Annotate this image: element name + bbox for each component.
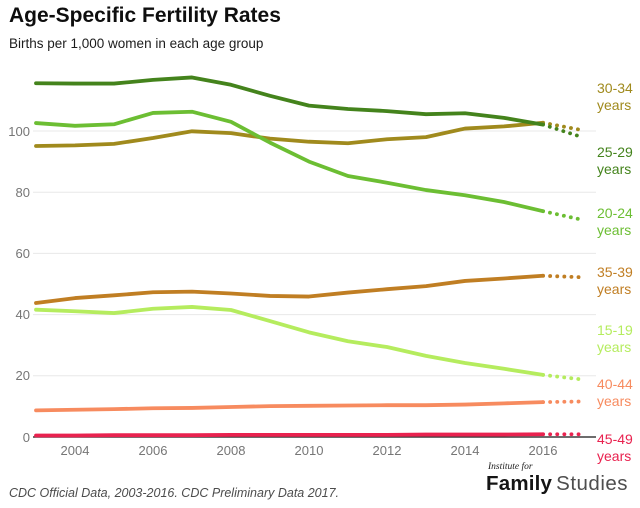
series-label-20-24: 20-24 years — [597, 205, 633, 239]
series-lines — [34, 75, 584, 438]
line-20-24-years — [541, 209, 584, 222]
series-label-line: years — [597, 339, 632, 355]
series-label-line: 15-19 — [597, 322, 633, 338]
series-label-line: 40-44 — [597, 376, 633, 392]
line-40-44-years — [34, 400, 545, 413]
ifs-logo: Institute for Family Studies — [486, 462, 628, 496]
series-label-45-49: 45-49 years — [597, 431, 633, 465]
series-label-line: years — [597, 393, 632, 409]
line-30-34-years — [34, 120, 545, 148]
line-30-34-years — [541, 120, 584, 132]
y-tick-100: 100 — [8, 123, 30, 139]
line-15-19-years — [541, 372, 584, 382]
x-tick-2004: 2004 — [60, 443, 90, 458]
logo-word-studies: Studies — [556, 472, 629, 495]
logo-tagline: Institute for — [488, 462, 533, 472]
line-15-19-years — [34, 305, 545, 377]
series-label-line: 20-24 — [597, 205, 633, 221]
source-note: CDC Official Data, 2003-2016. CDC Prelim… — [9, 486, 339, 500]
line-25-29-years — [34, 75, 545, 127]
series-label-line: years — [597, 97, 632, 113]
series-label-line: 35-39 — [597, 264, 633, 280]
gridlines — [33, 130, 596, 438]
line-35-39-years — [541, 273, 584, 280]
x-tick-2012: 2012 — [372, 443, 402, 458]
page-title: Age-Specific Fertility Rates — [9, 4, 281, 27]
line-40-44-years — [541, 399, 584, 405]
line-20-24-years — [34, 109, 545, 214]
series-label-35-39: 35-39 years — [597, 264, 633, 298]
series-label-30-34: 30-34 years — [597, 80, 633, 114]
y-tick-60: 60 — [15, 245, 30, 261]
logo-word-family: Family — [486, 472, 553, 495]
series-label-15-19: 15-19 years — [597, 322, 633, 356]
y-tick-0: 0 — [22, 429, 30, 445]
y-tick-20: 20 — [15, 368, 30, 384]
y-tick-40: 40 — [15, 307, 30, 323]
series-label-line: 25-29 — [597, 144, 633, 160]
chart-subtitle: Births per 1,000 women in each age group — [9, 36, 264, 51]
series-label-40-44: 40-44 years — [597, 376, 633, 410]
series-label-line: years — [597, 222, 632, 238]
x-tick-2014: 2014 — [450, 443, 480, 458]
line-25-29-years — [541, 122, 584, 140]
x-tick-2010: 2010 — [294, 443, 324, 458]
series-label-25-29: 25-29 years — [597, 144, 633, 178]
series-label-line: 45-49 — [597, 431, 633, 447]
y-tick-80: 80 — [15, 184, 30, 200]
x-tick-2008: 2008 — [216, 443, 246, 458]
series-label-line: years — [597, 448, 632, 464]
line-45-49-years — [34, 432, 545, 438]
series-label-line: years — [597, 281, 632, 297]
series-label-line: 30-34 — [597, 80, 633, 96]
logo-wordmark: Family Studies — [486, 472, 628, 495]
series-label-line: years — [597, 161, 632, 177]
x-tick-2006: 2006 — [138, 443, 168, 458]
x-tick-2016: 2016 — [528, 443, 558, 458]
line-35-39-years — [34, 273, 545, 305]
